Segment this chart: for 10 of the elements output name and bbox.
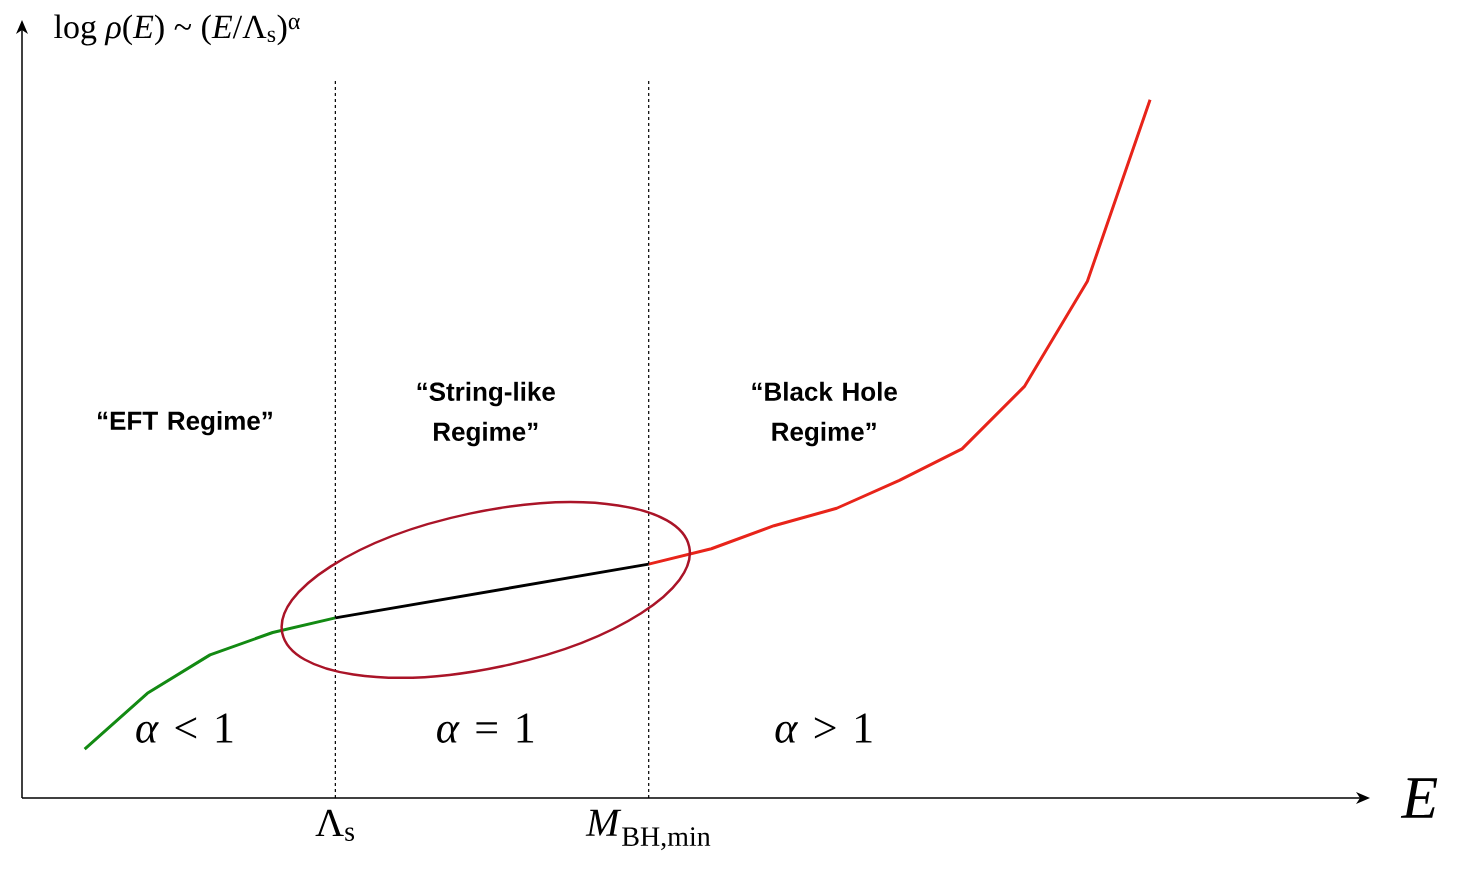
annotation: “String-like Regime” <box>417 381 555 447</box>
x-axis-title: E <box>1400 778 1438 818</box>
annotation: “Black Hole Regime” <box>752 381 897 447</box>
annotation: “EFT Regime” <box>98 410 272 436</box>
text: log ρ(E) ~ (E/Λ$_{s}$)$^{α}$ <box>54 14 300 46</box>
annotation: α > 1 <box>775 713 872 743</box>
annotation: α < 1 <box>136 713 233 743</box>
x-tick-label: M$_{BH,min}$ <box>585 809 711 851</box>
annotation: α = 1 <box>437 713 534 743</box>
x-tick-label: Λ$_{s}$ <box>315 809 355 841</box>
